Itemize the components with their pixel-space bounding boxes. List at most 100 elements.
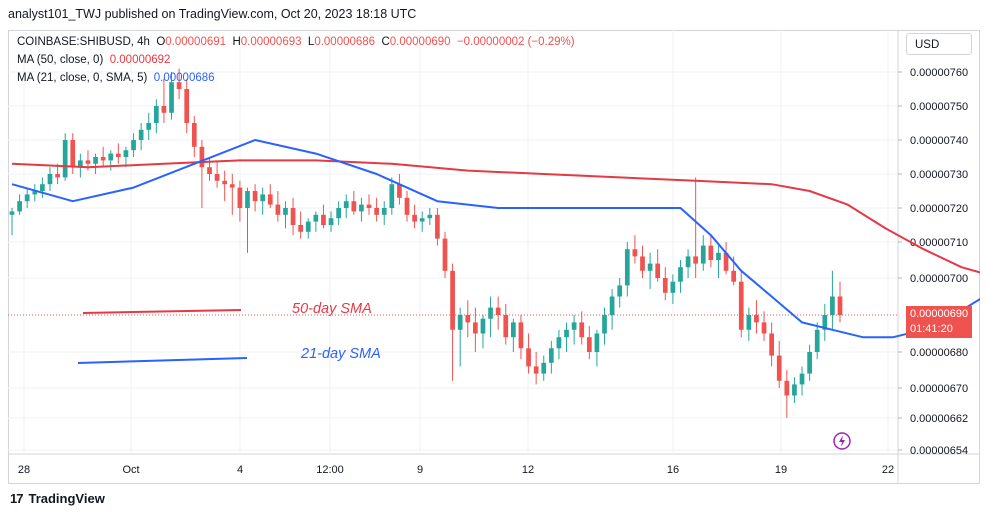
x-tick-label: 4 [237,464,243,476]
candle-body [647,263,653,271]
candle-body [343,201,349,208]
candle-body [586,337,592,352]
footer-brand[interactable]: 17 TradingView [10,491,105,506]
lightning-bolt-icon [839,435,845,447]
candle-body [807,352,812,374]
candle-body [169,82,174,113]
legend-ma50-value: 0.00000692 [109,54,171,66]
y-tick-label: 0.00000760 [910,67,968,79]
tradingview-logo-icon: 17 [10,491,24,506]
candle-body [503,315,509,338]
legend-change: −0.00000002 (−0.29%) [456,36,575,48]
candle-body [685,256,691,268]
candle-body [602,315,607,334]
candle-body [754,315,759,323]
candle-body [359,204,364,212]
y-tick-label: 0.00000680 [910,347,968,359]
legend-c-label: C [381,36,390,48]
x-tick-label: Oct [122,464,139,476]
candle-body [336,208,341,219]
candle-body [62,140,68,178]
candle-body [17,201,22,212]
candle-body [814,329,820,352]
candle-body [533,366,539,374]
candle-body [328,218,334,225]
candle-body [298,225,304,232]
candle-body [108,153,114,161]
legend-symbol: COINBASE:SHIBUSD, 4h [17,36,150,48]
last-price-tag: 0.00000690 01:41:20 [906,306,972,338]
candle-body [594,333,600,352]
candle-body [731,270,737,282]
annotation-21-label: 21-day SMA [300,346,381,362]
legend-ma21-value: 0.00000686 [153,72,215,84]
candle-body [579,322,585,338]
legend-ma50: MA (50, close, 0) 0.00000692 [17,54,170,66]
candle-body [161,106,167,113]
candle-body [55,174,60,178]
candle-body [678,267,683,282]
candle-body [450,270,455,330]
candle-body [548,348,554,363]
legend-ma21: MA (21, close, 0, SMA, 5) 0.00000686 [17,72,215,84]
candle-body [260,194,266,202]
candle-body [526,348,531,367]
candle-body [655,263,661,278]
candle-body [738,281,744,330]
candle-body [70,140,76,168]
candle-body [609,296,615,315]
candle-body [495,307,501,315]
legend-o-label: O [156,36,166,48]
candle-body [115,153,121,157]
candle-body [511,322,516,338]
candle-body [830,296,835,315]
candle-body [366,204,372,208]
candle-body [184,89,190,123]
candle-body [290,208,296,225]
x-tick-label: 12:00 [316,464,344,476]
candle-body [237,187,243,208]
legend-ohlc: COINBASE:SHIBUSD, 4h O0.00000691 H0.0000… [17,36,575,48]
x-tick-label: 22 [882,464,894,476]
candle-body [138,129,144,140]
candle-body [252,191,258,202]
candle-body [632,249,638,257]
legend-h-label: H [232,36,241,48]
legend-ma21-label: MA (21, close, 0, SMA, 5) [17,72,148,84]
candle-body [275,204,281,215]
candle-body [465,315,471,323]
x-tick-label: 9 [417,464,423,476]
ma21-line [11,139,980,339]
price-chart[interactable]: 0.00000760 0.00000750 0.00000740 0.00000730… [8,30,980,484]
candle-body [305,221,311,232]
legend-c-value: 0.00000690 [389,36,451,48]
candle-body [389,184,395,208]
legend-h-value: 0.00000693 [240,36,302,48]
candle-body [321,214,326,225]
candle-body [199,146,205,168]
y-tick-label: 0.00000670 [910,383,968,395]
candle-body [792,384,797,396]
candle-body [100,157,106,161]
candle-body [85,160,91,164]
candle-body [283,208,288,215]
x-tick-label: 16 [667,464,679,476]
candle-body [571,322,577,330]
lightning-icon [833,432,851,450]
x-tick-label: 19 [775,464,787,476]
y-tick-label: 0.00000700 [910,273,968,285]
candle-body [784,380,790,396]
candle-body [32,191,38,195]
candle-body [153,106,159,123]
footer-brand-name: TradingView [28,491,105,506]
candle-body [267,194,273,205]
candle-body [769,333,774,356]
candle-body [518,322,524,349]
candle-body [93,157,98,164]
currency-selector[interactable]: USD [906,33,972,55]
candle-body [191,123,197,147]
candle-body [245,191,250,208]
candle-body [404,197,410,215]
candle-body [40,184,45,191]
candle-body [381,208,387,215]
